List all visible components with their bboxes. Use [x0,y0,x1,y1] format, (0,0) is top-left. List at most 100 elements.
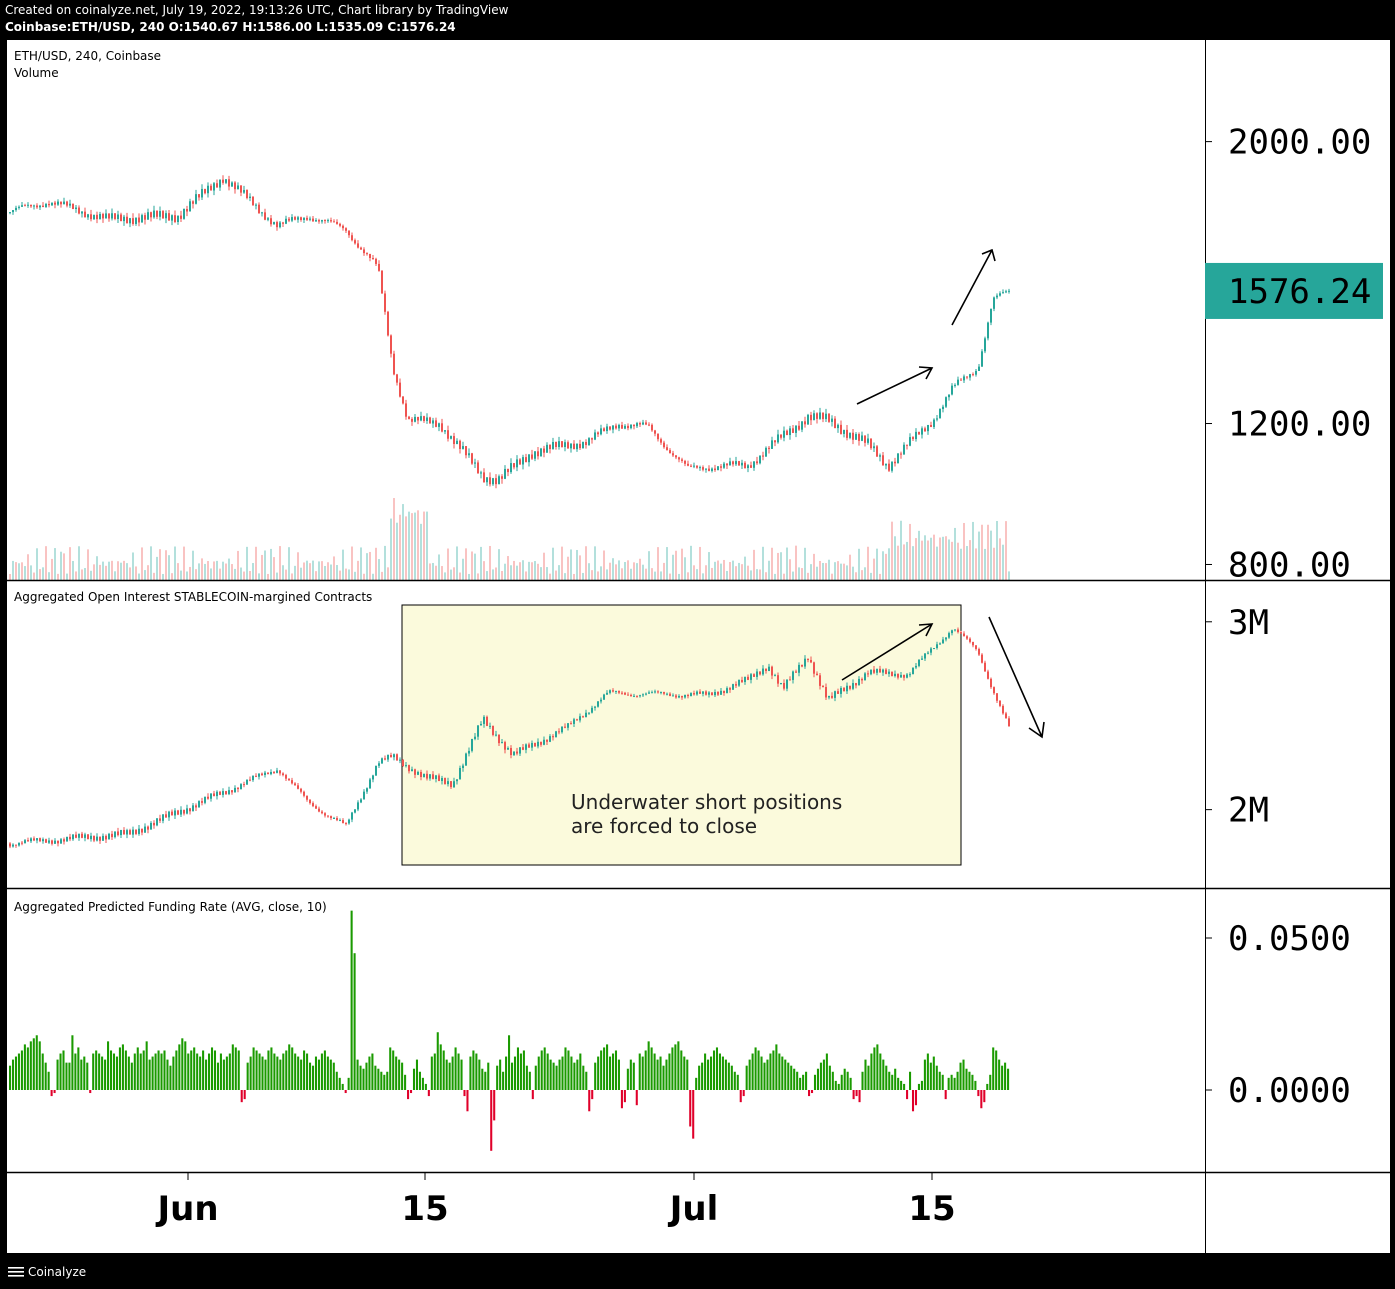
oi-candle [624,692,626,695]
funding-bar [867,1065,870,1090]
volume-bar [486,571,488,580]
oi-candle [840,688,842,694]
volume-bar [615,564,617,580]
volume-bar [798,567,800,580]
oi-candle [150,822,152,830]
price-candle [411,418,413,422]
price-candle [204,188,206,194]
price-candle [939,409,941,419]
funding-bar [222,1059,225,1090]
funding-bar [953,1077,956,1090]
oi-candle [594,706,596,708]
price-candle [1002,292,1004,294]
volume-bar [675,550,677,580]
price-candle [921,428,923,435]
price-candle [417,416,419,421]
volume-bar [210,568,212,580]
oi-candle [606,692,608,695]
volume-bar [783,573,785,580]
funding-bar [228,1053,231,1090]
volume-bar [603,550,605,580]
funding-bar [303,1050,306,1090]
oi-candle [612,690,614,692]
funding-bar [175,1050,178,1090]
funding-bar [813,1074,817,1090]
funding-bar [196,1053,199,1090]
oi-candle [351,812,353,820]
volume-bar [288,547,290,580]
funding-bar [543,1047,546,1090]
volume-bar [555,570,557,580]
volume-bar [726,570,728,580]
funding-bar [793,1068,796,1090]
oi-candle [705,691,707,695]
price-candle [513,463,515,468]
price-candle [432,420,434,424]
price-candle [816,413,818,419]
volume-bar [540,567,542,580]
price-candle [420,416,422,421]
chart-svg[interactable]: ETH/USD, 240, Coinbase Volume Aggregated … [7,40,1390,1253]
price-candle [393,353,395,375]
price-candle [549,444,551,450]
volume-bar [471,551,473,580]
oi-candle [396,754,398,761]
oi-candle [780,683,782,685]
funding-bar [101,1056,104,1090]
price-candle [69,203,71,206]
funding-bar [213,1050,217,1090]
price-candle [210,185,212,191]
price-candle [501,476,503,479]
funding-bar [205,1059,208,1090]
funding-bar [519,1053,522,1090]
oi-candle [465,753,467,766]
price-candle [726,463,728,466]
price-candle [576,443,578,450]
volume-bar [498,549,500,580]
price-candle [864,435,866,443]
volume-bar [807,572,809,580]
volume-bar [267,573,269,580]
volume-bar [135,566,137,580]
volume-bar [912,546,914,580]
price-candle [240,185,242,193]
menu-lines-icon [8,1267,24,1277]
volume-bar [720,563,722,580]
funding-bar [510,1062,514,1090]
volume-bar [72,560,74,580]
oi-candle [825,687,827,698]
oi-candle [444,778,446,785]
oi-candle [471,738,473,751]
funding-bar [686,1059,689,1090]
price-candle [87,214,89,218]
price-candle [369,254,371,258]
funding-bar [944,1090,947,1100]
price-candle [312,218,314,222]
funding-bar [709,1056,713,1090]
funding-bar [656,1059,659,1090]
funding-bar [962,1059,965,1090]
funding-bar [802,1074,805,1090]
funding-bar [647,1041,650,1090]
chart-area[interactable]: ETH/USD, 240, Coinbase Volume Aggregated … [7,40,1390,1253]
oi-candle [600,699,602,702]
oi-candle [645,693,647,695]
price-candle [813,413,815,421]
price-candle [843,429,845,434]
price-candle [195,194,197,204]
volume-bar [447,548,449,580]
volume-bar [903,544,905,580]
oi-candle [924,653,926,659]
price-candle [117,214,119,219]
funding-bar [692,1090,695,1139]
volume-bar [627,560,629,580]
funding-rate-pane: Aggregated Predicted Funding Rate (AVG, … [9,900,1010,1151]
oi-candle [531,742,533,748]
funding-bar [326,1056,329,1090]
volume-bar [291,573,293,580]
oi-candle [885,669,887,674]
oi-candle [429,774,431,779]
price-tick-label: 800.00 [1228,545,1351,585]
oi-candle [804,658,806,667]
oi-candle [513,751,515,756]
